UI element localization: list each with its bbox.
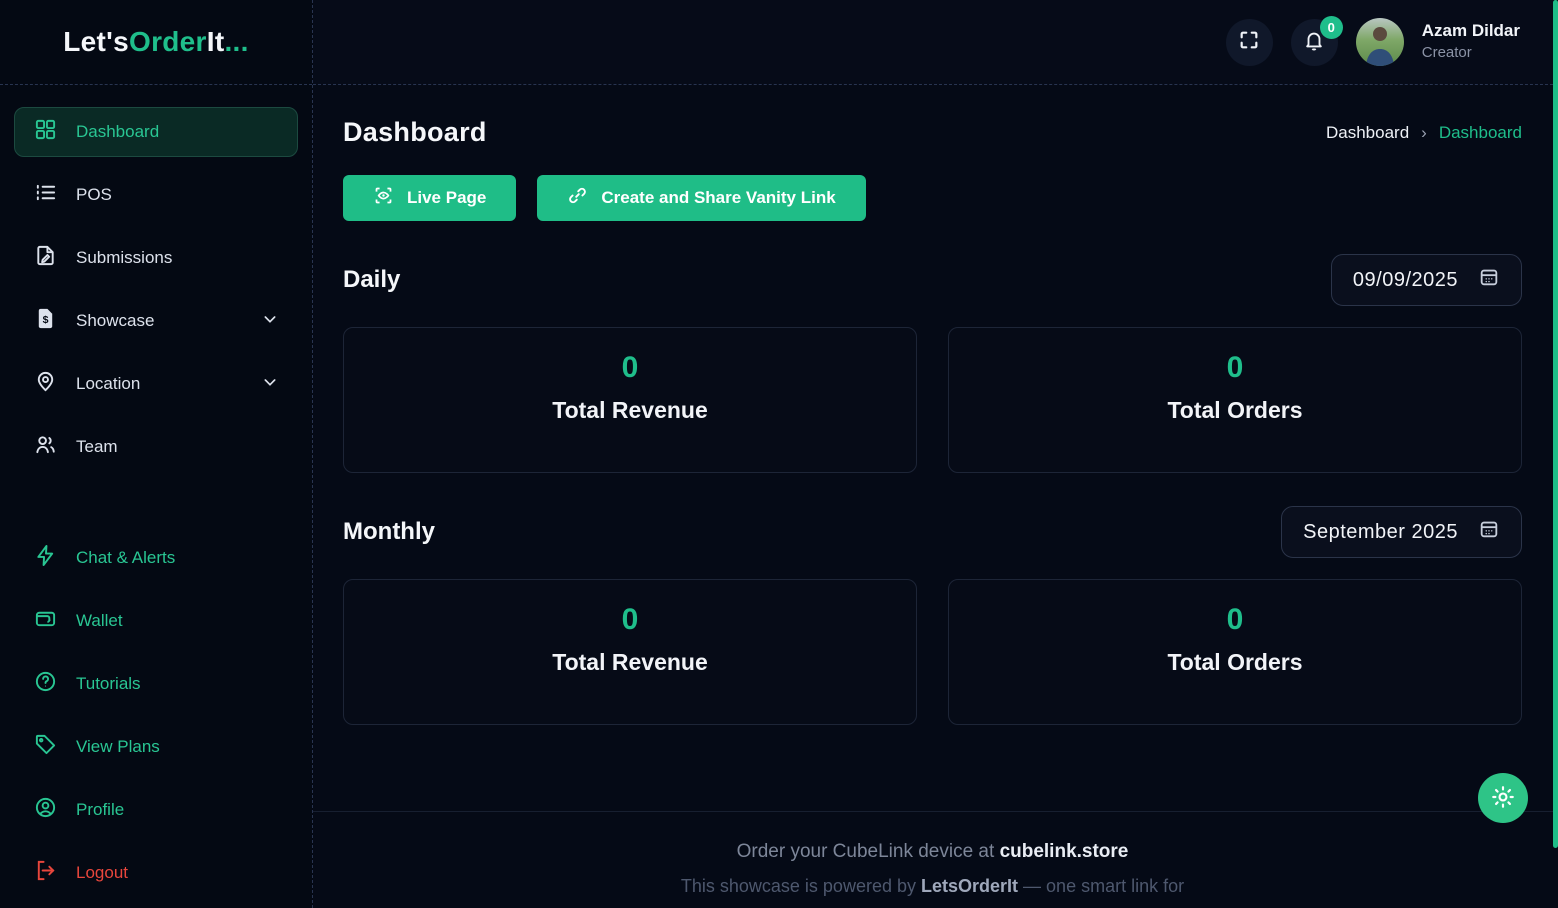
daily-date-picker[interactable]: 09/09/2025 (1330, 254, 1522, 306)
sidebar-item-label: Showcase (76, 311, 155, 330)
sidebar-item-label: Submissions (76, 248, 173, 267)
sidebar-item-label: Logout (76, 863, 128, 882)
wallet-icon (34, 607, 57, 635)
page-title: Dashboard (343, 117, 487, 147)
breadcrumb-root[interactable]: Dashboard (1325, 122, 1410, 142)
vanity-link-label: Create and Share Vanity Link (601, 188, 836, 207)
daily-date-value: 09/09/2025 (1352, 268, 1458, 291)
sidebar-item-wallet[interactable]: Wallet (14, 596, 298, 646)
sidebar-item-location[interactable]: Location (14, 359, 298, 409)
calendar-icon (1478, 266, 1500, 294)
sidebar-item-chat-alerts[interactable]: Chat & Alerts (14, 533, 298, 583)
file-dollar-icon: $ (34, 307, 57, 335)
stat-label: Total Orders (1167, 648, 1303, 675)
monthly-heading: Monthly (343, 518, 435, 545)
grid-icon (34, 118, 57, 146)
daily-heading: Daily (343, 266, 401, 293)
live-page-button[interactable]: Live Page (343, 175, 517, 221)
daily-total-orders-card: 0 Total Orders (948, 327, 1522, 473)
sidebar-item-label: Dashboard (76, 122, 160, 141)
monthly-date-picker[interactable]: September 2025 (1281, 506, 1522, 558)
app-logo[interactable]: Let's Order It... (0, 0, 312, 85)
stat-value: 0 (1226, 602, 1244, 636)
action-buttons: Live Page Create and Share Vanity Link (343, 175, 1522, 221)
calendar-icon (1478, 518, 1500, 546)
users-icon (34, 433, 57, 461)
cubelink-store-link[interactable]: cubelink.store (999, 841, 1129, 862)
sidebar: Let's Order It... Dashboard POS Submission… (0, 0, 313, 908)
sidebar-item-label: View Plans (76, 737, 160, 756)
user-role: Creator (1421, 44, 1472, 62)
sidebar-item-label: Wallet (76, 611, 123, 630)
sidebar-item-pos[interactable]: POS (14, 170, 298, 220)
letsorderit-brand: LetsOrderIt (921, 876, 1019, 896)
topbar: 0 Azam Dildar Creator (313, 0, 1558, 85)
sidebar-item-showcase[interactable]: $ Showcase (14, 296, 298, 346)
sidebar-item-profile[interactable]: Profile (14, 785, 298, 835)
monthly-total-revenue-card: 0 Total Revenue (343, 579, 917, 725)
sidebar-item-view-plans[interactable]: View Plans (14, 722, 298, 772)
breadcrumb-separator-icon: › (1421, 122, 1427, 142)
sidebar-item-label: Chat & Alerts (76, 548, 176, 567)
bell-icon (1303, 29, 1325, 56)
list-icon (34, 181, 57, 209)
notifications-button[interactable]: 0 (1290, 15, 1343, 66)
user-meta[interactable]: Azam Dildar Creator (1422, 20, 1520, 63)
sidebar-item-submissions[interactable]: Submissions (14, 233, 298, 283)
stat-value: 0 (621, 602, 639, 636)
stat-label: Total Revenue (552, 648, 708, 675)
file-pen-icon (34, 244, 57, 272)
sidebar-item-label: Team (76, 437, 118, 456)
monthly-total-orders-card: 0 Total Orders (948, 579, 1522, 725)
scrollbar-thumb[interactable] (1553, 0, 1558, 848)
map-pin-icon (34, 370, 57, 398)
sidebar-item-team[interactable]: Team (14, 422, 298, 472)
footer-powered-line: This showcase is powered by LetsOrderIt … (680, 876, 1185, 896)
fullscreen-button[interactable] (1225, 18, 1273, 66)
stat-value: 0 (621, 350, 639, 384)
stat-label: Total Revenue (552, 396, 708, 423)
notification-badge: 0 (1319, 15, 1343, 39)
sidebar-nav: Dashboard POS Submissions $ Showcase (0, 85, 312, 898)
stat-value: 0 (1226, 350, 1244, 384)
sidebar-group-gap (14, 485, 298, 533)
sidebar-item-label: Tutorials (76, 674, 141, 693)
help-circle-icon (34, 670, 57, 698)
vanity-link-button[interactable]: Create and Share Vanity Link (537, 175, 866, 221)
daily-cards: 0 Total Revenue 0 Total Orders (343, 327, 1522, 473)
svg-text:$: $ (43, 314, 49, 326)
theme-toggle-button[interactable] (1478, 773, 1528, 823)
chevron-down-icon[interactable] (262, 374, 278, 395)
footer-cubelink-line: Order your CubeLink device at cubelink.s… (736, 841, 1129, 862)
monthly-date-value: September 2025 (1303, 520, 1458, 543)
avatar[interactable] (1355, 18, 1404, 66)
sidebar-item-tutorials[interactable]: Tutorials (14, 659, 298, 709)
chevron-down-icon[interactable] (262, 311, 278, 332)
user-name: Azam Dildar (1421, 21, 1520, 41)
sidebar-item-label: Location (76, 374, 141, 393)
monthly-cards: 0 Total Revenue 0 Total Orders (343, 579, 1522, 725)
sun-icon (1490, 784, 1516, 813)
logo-text: Let's (63, 26, 129, 57)
bolt-icon (34, 544, 57, 572)
breadcrumb-current: Dashboard (1438, 122, 1522, 142)
live-page-label: Live Page (407, 188, 487, 207)
footer-divider (313, 811, 1558, 812)
user-circle-icon (34, 796, 57, 824)
fullscreen-icon (1238, 29, 1260, 56)
main-content: Dashboard Dashboard › Dashboard Live Pag… (313, 85, 1558, 908)
stat-label: Total Orders (1167, 396, 1303, 423)
tag-icon (34, 733, 57, 761)
footer: Order your CubeLink device at cubelink.s… (343, 841, 1522, 897)
sidebar-item-label: POS (76, 185, 112, 204)
eye-icon (373, 185, 394, 211)
sidebar-item-dashboard[interactable]: Dashboard (14, 107, 298, 157)
daily-total-revenue-card: 0 Total Revenue (343, 327, 917, 473)
sidebar-item-logout[interactable]: Logout (14, 848, 298, 898)
breadcrumb: Dashboard › Dashboard (1326, 123, 1522, 143)
link-icon (567, 185, 588, 211)
sidebar-item-label: Profile (76, 800, 125, 819)
logout-icon (34, 859, 57, 887)
